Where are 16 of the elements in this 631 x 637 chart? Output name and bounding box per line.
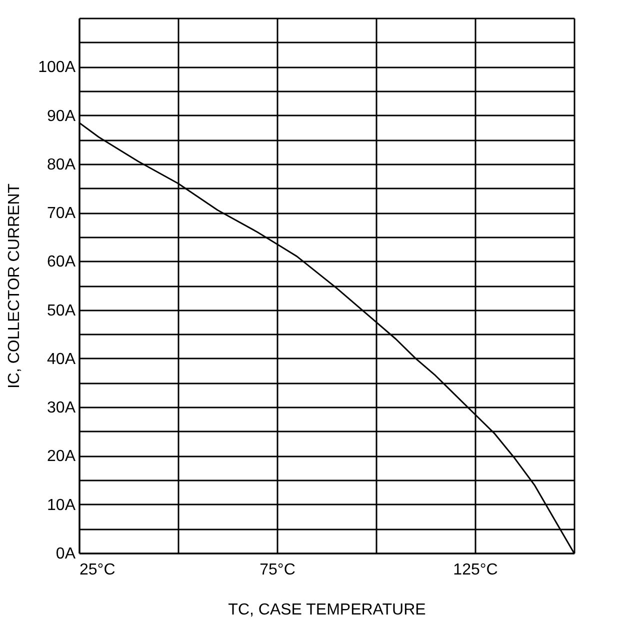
y-tick-label: 80A — [47, 156, 76, 174]
y-tick-label: 30A — [47, 400, 76, 417]
y-tick-label: 0A — [56, 546, 76, 562]
x-tick-label: 25°C — [80, 562, 116, 578]
x-axis-title: TC, CASE TEMPERATURE — [228, 602, 426, 618]
y-tick-label: 70A — [47, 205, 76, 222]
x-tick-label: 125°C — [453, 562, 498, 578]
y-tick-label: 50A — [47, 302, 76, 320]
y-tick-label: 60A — [47, 254, 76, 271]
y-tick-label: 90A — [47, 108, 76, 125]
x-tick-label: 75°C — [260, 562, 296, 578]
y-tick-label: 20A — [47, 448, 76, 466]
y-tick-label: 100A — [38, 59, 76, 76]
y-tick-label: 10A — [47, 496, 76, 514]
y-tick-label: 40A — [47, 350, 76, 368]
y-axis-title: IC, COLLECTOR CURRENT — [6, 183, 24, 389]
